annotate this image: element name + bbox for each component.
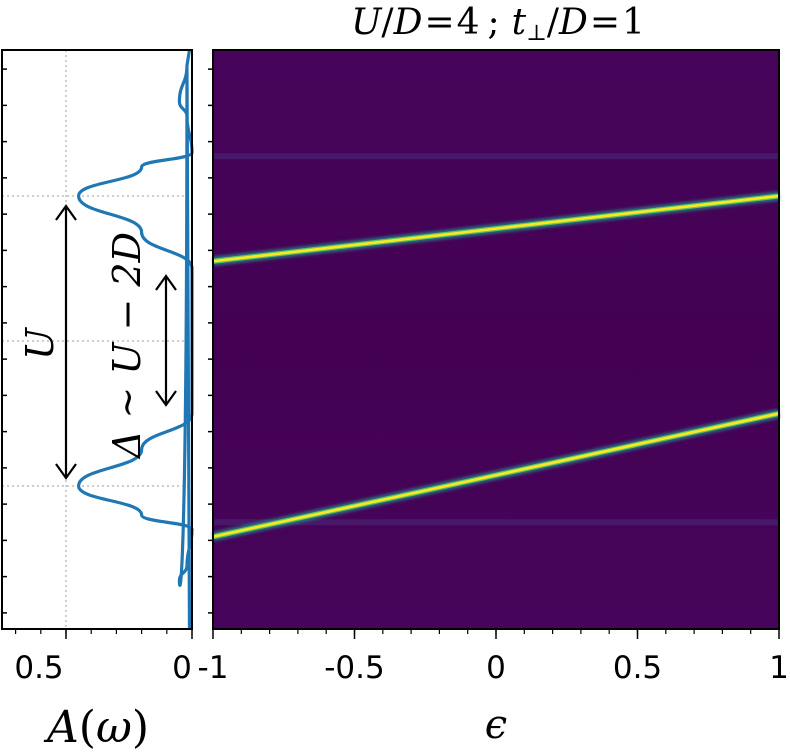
heatmap-x-ticks: -1 -0.5 0 0.5 1 [198, 629, 789, 686]
faint-band [213, 519, 779, 526]
spectral-x-tick-label: 0.5 [14, 650, 63, 686]
gap-delta-label: Δ ∼ U − 2D [105, 232, 149, 460]
gap-delta-arrow [155, 274, 177, 407]
band-lower [212, 412, 780, 539]
chart-title: U/D=4; t⊥/D=1 [351, 2, 645, 46]
spectral-grid [2, 50, 192, 629]
gap-u-label: U [18, 326, 62, 360]
heatmap-bands [212, 191, 780, 542]
heatmap-x-tick-label: 0.5 [613, 650, 662, 686]
spectral-x-ticks: 0.5 0 [14, 629, 193, 686]
heatmap-x-tick-label: 0 [486, 650, 506, 686]
spectral-x-axis-label: A(ω) [43, 702, 149, 753]
heatmap-x-tick-label: -1 [198, 650, 229, 686]
heatmap-x-tick-label: -0.5 [324, 650, 385, 686]
faint-band [213, 153, 779, 160]
heatmap-panel: -1 -0.5 0 0.5 1 ϵ [198, 49, 789, 748]
gap-u-arrow [55, 204, 77, 480]
heatmap-x-axis-label: ϵ [485, 702, 507, 748]
spectral-panel: U Δ ∼ U − 2D 0.5 0 A(ω) [1, 49, 194, 753]
band-upper [212, 194, 780, 263]
heatmap-x-tick-label: 1 [769, 650, 789, 686]
spectral-axes-frame [1, 49, 193, 630]
heatmap-background [213, 50, 779, 629]
spectral-x-tick-label: 0 [172, 650, 192, 686]
heatmap-faint-lines [213, 153, 779, 526]
